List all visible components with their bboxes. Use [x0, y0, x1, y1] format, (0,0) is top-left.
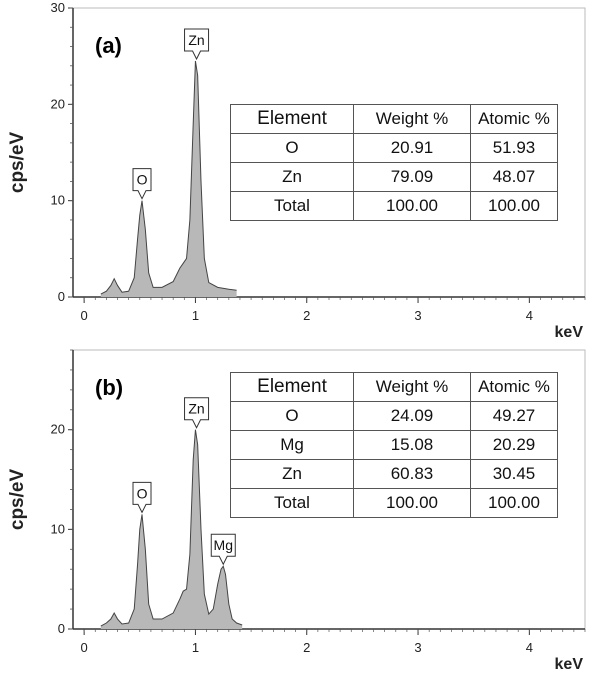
y-tick-label: 0 — [58, 289, 65, 304]
table-cell: 60.83 — [353, 459, 471, 489]
table-cell: O — [230, 133, 354, 163]
y-tick-label: 0 — [58, 621, 65, 636]
table-cell: Total — [230, 488, 354, 518]
table-cell: 51.93 — [470, 133, 558, 163]
y-axis-label: cps/eV — [7, 469, 28, 531]
composition-table-a: Element Weight % Atomic % O 20.91 51.93 … — [230, 104, 558, 221]
peak-label-text: Mg — [214, 537, 233, 553]
peak-label-o: O — [132, 481, 152, 514]
y-tick-label: 20 — [51, 422, 65, 437]
table-header-row: Element Weight % Atomic % — [230, 104, 558, 134]
y-tick-label: 30 — [51, 0, 65, 15]
table-row: Total 100.00 100.00 — [230, 191, 558, 221]
x-tick-label: 3 — [414, 640, 421, 655]
table-row: O 20.91 51.93 — [230, 133, 558, 163]
spectrum-area — [100, 429, 243, 629]
table-row: Mg 15.08 20.29 — [230, 430, 558, 460]
peak-label-text: Zn — [188, 32, 204, 48]
spectrum-area — [100, 60, 237, 297]
table-row: Total 100.00 100.00 — [230, 488, 558, 518]
table-cell: 100.00 — [353, 488, 471, 518]
table-cell: Total — [230, 191, 354, 221]
peak-label-box — [210, 533, 236, 566]
peak-label-text: O — [137, 172, 148, 188]
table-cell: Zn — [230, 162, 354, 192]
x-axis-unit: keV — [555, 324, 584, 341]
table-cell: 20.29 — [470, 430, 558, 460]
x-tick-label: 4 — [526, 640, 533, 655]
table-cell: 49.27 — [470, 401, 558, 431]
x-tick-label: 1 — [192, 308, 199, 323]
x-axis-unit: keV — [555, 656, 584, 673]
y-tick-label: 10 — [51, 193, 65, 208]
table-header-cell: Weight % — [353, 104, 471, 134]
panel-label: (b) — [95, 375, 123, 400]
x-tick-label: 2 — [303, 308, 310, 323]
x-tick-label: 0 — [81, 308, 88, 323]
peak-label-text: O — [137, 485, 148, 501]
panel-label: (a) — [95, 33, 122, 58]
peak-label-box — [184, 397, 210, 429]
table-header-cell: Element — [230, 372, 354, 402]
table-header-cell: Element — [230, 104, 354, 134]
table-header-cell: Weight % — [353, 372, 471, 402]
table-cell: O — [230, 401, 354, 431]
x-tick-label: 1 — [192, 640, 199, 655]
table-cell: 100.00 — [353, 191, 471, 221]
peak-label-box — [132, 481, 152, 514]
composition-table-b: Element Weight % Atomic % O 24.09 49.27 … — [230, 372, 558, 518]
peak-label-mg: Mg — [210, 533, 236, 566]
table-cell: 20.91 — [353, 133, 471, 163]
peak-label-o: O — [132, 168, 152, 200]
table-cell: 100.00 — [470, 488, 558, 518]
x-tick-label: 3 — [414, 308, 421, 323]
table-row: Zn 60.83 30.45 — [230, 459, 558, 489]
x-tick-label: 2 — [303, 640, 310, 655]
table-header-cell: Atomic % — [470, 104, 558, 134]
table-cell: 79.09 — [353, 162, 471, 192]
table-cell: Zn — [230, 459, 354, 489]
table-cell: 15.08 — [353, 430, 471, 460]
y-axis-label: cps/eV — [7, 132, 28, 194]
x-tick-label: 4 — [526, 308, 533, 323]
table-row: Zn 79.09 48.07 — [230, 162, 558, 192]
table-header-row: Element Weight % Atomic % — [230, 372, 558, 402]
peak-label-zn: Zn — [184, 397, 210, 429]
table-row: O 24.09 49.27 — [230, 401, 558, 431]
table-cell: 48.07 — [470, 162, 558, 192]
table-cell: 100.00 — [470, 191, 558, 221]
table-cell: Mg — [230, 430, 354, 460]
y-tick-label: 20 — [51, 96, 65, 111]
table-cell: 30.45 — [470, 459, 558, 489]
peak-label-zn: Zn — [184, 28, 210, 61]
table-header-cell: Atomic % — [470, 372, 558, 402]
y-tick-label: 10 — [51, 521, 65, 536]
spectrum-line — [100, 429, 243, 627]
table-cell: 24.09 — [353, 401, 471, 431]
peak-label-box — [132, 168, 152, 200]
peak-label-box — [184, 28, 210, 61]
x-tick-label: 0 — [81, 640, 88, 655]
peak-label-text: Zn — [188, 401, 204, 417]
spectrum-line — [100, 60, 237, 295]
